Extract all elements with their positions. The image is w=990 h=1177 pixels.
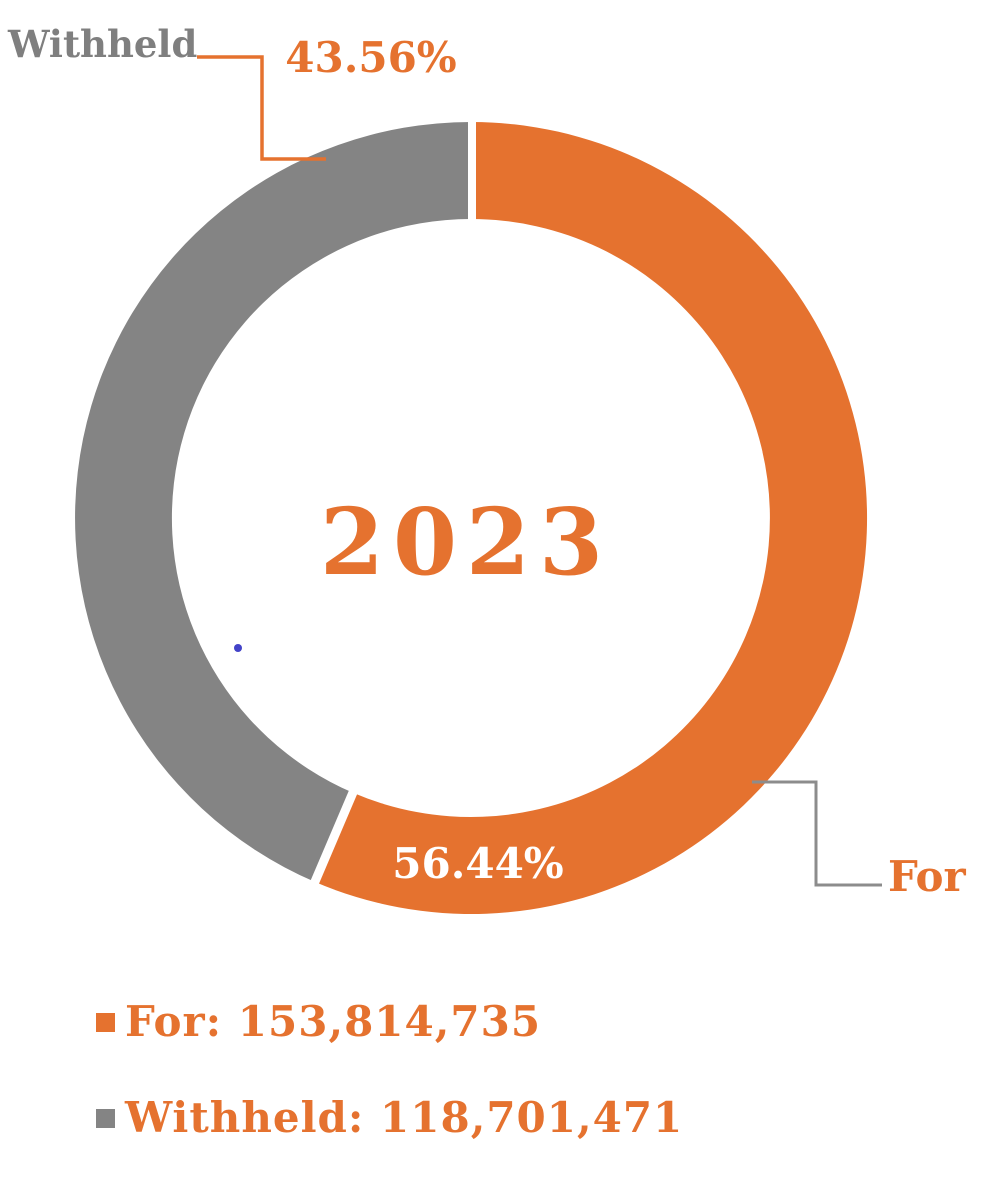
- for-callout-line: [752, 780, 882, 887]
- withheld-callout-line: [197, 55, 326, 161]
- legend-label-for: For: 153,814,735: [125, 997, 542, 1046]
- legend-item-withheld: Withheld: 118,701,471: [96, 1092, 683, 1144]
- for-percent-label: 56.44%: [392, 839, 564, 888]
- legend-marker-for-icon: [96, 1012, 115, 1032]
- slice-for: [315, 122, 868, 914]
- withheld-callout-label: Withheld: [8, 22, 198, 66]
- chart-legend: For: 153,814,735 Withheld: 118,701,471: [96, 996, 683, 1177]
- center-year-label: 2023: [319, 488, 613, 596]
- withheld-percent-label: 43.56%: [285, 33, 457, 82]
- slice-withheld: [75, 122, 472, 882]
- legend-item-for: For: 153,814,735: [96, 996, 683, 1048]
- legend-marker-withheld-icon: [96, 1108, 115, 1128]
- for-callout-label: For: [888, 852, 966, 901]
- legend-label-withheld: Withheld: 118,701,471: [125, 1093, 684, 1142]
- slice-separator-bottom: [306, 781, 362, 893]
- stray-blue-dot: [234, 644, 242, 652]
